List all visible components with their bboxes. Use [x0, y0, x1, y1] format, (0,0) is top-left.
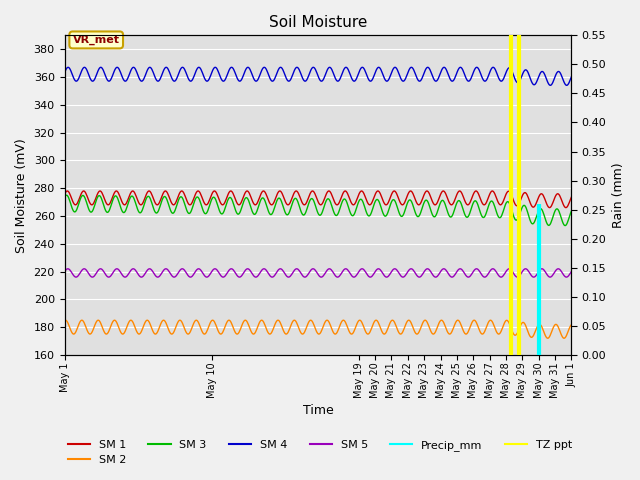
X-axis label: Time: Time — [303, 404, 333, 417]
Text: VR_met: VR_met — [73, 35, 120, 45]
Y-axis label: Rain (mm): Rain (mm) — [612, 162, 625, 228]
Title: Soil Moisture: Soil Moisture — [269, 15, 367, 30]
Y-axis label: Soil Moisture (mV): Soil Moisture (mV) — [15, 138, 28, 252]
Legend: SM 1, SM 2, SM 3, SM 4, SM 5, Precip_mm, TZ ppt: SM 1, SM 2, SM 3, SM 4, SM 5, Precip_mm,… — [63, 435, 577, 469]
